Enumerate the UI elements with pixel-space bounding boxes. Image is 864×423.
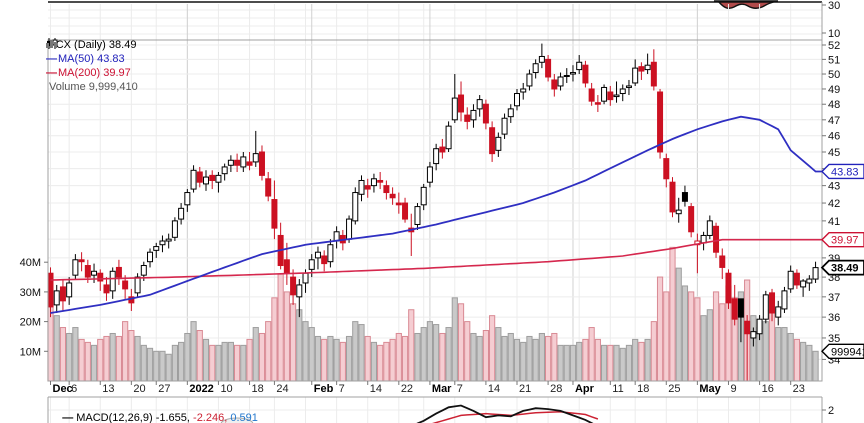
svg-text:52: 52 [828,40,840,52]
svg-text:47: 47 [828,115,840,127]
svg-text:21: 21 [519,383,531,395]
ma50-legend-row: — MA(50) 43.83 [46,52,138,66]
close-tag [820,259,864,276]
svg-text:50: 50 [828,69,840,81]
svg-text:May: May [699,383,721,395]
ma200-tag [821,232,864,248]
svg-text:Mar: Mar [432,383,452,395]
svg-text:30: 30 [828,0,840,12]
svg-text:25: 25 [668,383,680,395]
svg-text:43: 43 [828,181,840,193]
ma50-tag [821,163,864,180]
svg-text:2: 2 [828,405,834,417]
ma200-line [50,238,822,281]
macd-value: -1.655, [152,412,190,423]
moving-averages [50,115,822,314]
svg-text:30M: 30M [20,287,41,299]
volume-value: 9,999,410 [88,81,138,93]
macd-histogram-hump [220,417,254,423]
ma200-tag-text: 39.97 [831,235,859,247]
svg-text:23: 23 [793,383,805,395]
axis-tags: 43.83 39.97 38.49 9999410 [820,163,864,360]
macd-hist-value: 0.591 [227,412,258,423]
svg-text:51: 51 [828,54,840,66]
svg-text:40M: 40M [20,257,41,269]
svg-text:6: 6 [71,383,77,395]
macd-main-line [416,404,594,423]
ma200-legend-row: — MA(200) 39.97 [46,66,138,80]
svg-text:14: 14 [488,383,500,395]
svg-text:13: 13 [102,383,114,395]
macd-legend: — MACD(12,26,9) -1.655, -2.246, 0.591 [50,400,258,423]
svg-text:24: 24 [276,383,288,395]
svg-text:10: 10 [828,28,840,40]
ma200-label: MA(200) [58,67,101,79]
svg-text:20M: 20M [20,317,41,329]
macd-signal-value: -2.246, [189,412,228,423]
macd-label: MACD(12,26,9) [76,412,153,423]
svg-text:7: 7 [457,383,463,395]
ma200-line-icon: — [46,67,57,79]
ma50-tag-text: 43.83 [831,166,859,178]
svg-text:Apr: Apr [575,383,595,395]
svg-text:14: 14 [370,383,382,395]
svg-text:41: 41 [828,216,840,228]
svg-text:28: 28 [550,383,562,395]
svg-text:Feb: Feb [314,383,334,395]
svg-text:36: 36 [828,312,840,324]
ma200-value: 39.97 [103,67,131,79]
svg-text:9: 9 [730,383,736,395]
svg-text:27: 27 [158,383,170,395]
volume-tag [821,343,864,360]
close-tag-text: 38.49 [831,263,859,275]
svg-text:48: 48 [828,99,840,111]
svg-text:16: 16 [762,383,774,395]
svg-text:45: 45 [828,147,840,159]
ma50-value: 43.83 [97,53,125,65]
last-price: 38.49 [108,39,137,51]
volume-tag-text: 9999410 [831,346,864,358]
macd-line-icon: — [62,412,74,423]
volume-axis-labels: 40M 30M 20M 10M [20,257,48,358]
svg-text:37: 37 [828,292,840,304]
svg-text:2022: 2022 [189,383,213,395]
svg-text:46: 46 [828,131,840,143]
svg-text:18: 18 [252,383,264,395]
svg-text:10: 10 [220,383,232,395]
volume-label: Volume [49,81,86,93]
svg-text:20: 20 [133,383,145,395]
panel-borders [47,2,823,423]
volume-legend-row: Volume 9,999,410 [46,40,138,94]
upper-indicator-panel [48,0,822,35]
svg-text:18: 18 [637,383,649,395]
price-legend: FCX (Daily) 38.49 — MA(50) 43.83 — MA(200)… [46,38,138,94]
ma50-label: MA(50) [58,53,95,65]
svg-text:11: 11 [612,383,623,395]
svg-text:Dec: Dec [53,383,73,395]
ma50-line [50,115,822,314]
svg-text:42: 42 [828,198,840,210]
macd-lines [220,404,599,423]
svg-text:35: 35 [828,333,840,345]
svg-text:7: 7 [339,383,345,395]
svg-text:22: 22 [401,383,413,395]
svg-text:10M: 10M [20,346,41,358]
symbol-legend-row: FCX (Daily) 38.49 [46,38,138,52]
svg-text:49: 49 [828,84,840,96]
ma50-line-icon: — [46,53,57,65]
